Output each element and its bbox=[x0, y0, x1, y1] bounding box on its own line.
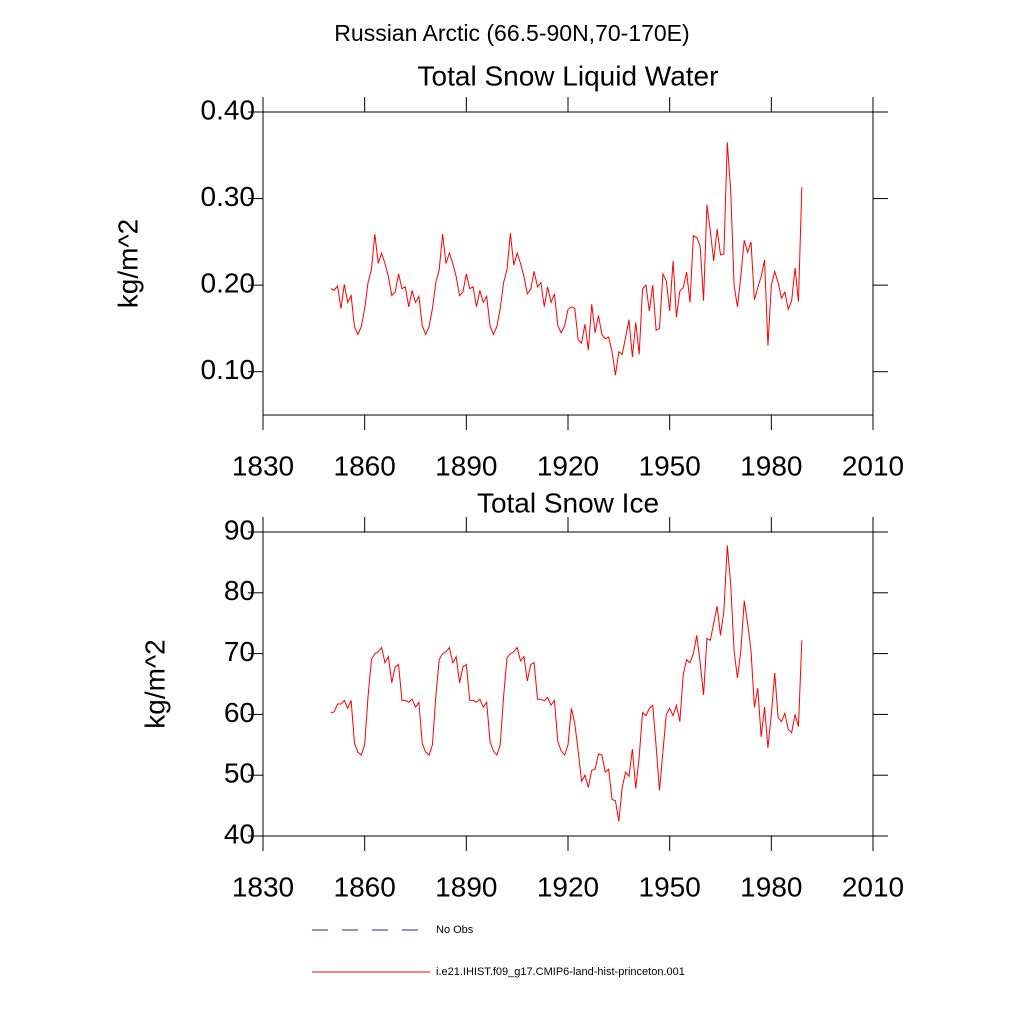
x-tick-label: 1980 bbox=[740, 450, 802, 481]
figure-title: Russian Arctic (66.5-90N,70-170E) bbox=[334, 20, 689, 46]
x-tick-label: 2010 bbox=[842, 450, 904, 481]
x-tick-label: 1830 bbox=[232, 450, 294, 481]
x-tick-label: 1860 bbox=[334, 450, 396, 481]
chart-title: Total Snow Liquid Water bbox=[418, 60, 719, 91]
y-tick-label: 70 bbox=[224, 636, 255, 667]
x-tick-label: 2010 bbox=[842, 871, 904, 902]
y-tick-label: 80 bbox=[224, 575, 255, 606]
x-tick-label: 1950 bbox=[639, 450, 701, 481]
x-tick-label: 1950 bbox=[639, 871, 701, 902]
x-tick-label: 1830 bbox=[232, 871, 294, 902]
plot-frame bbox=[262, 111, 874, 416]
x-tick-label: 1890 bbox=[435, 450, 497, 481]
y-tick-label: 0.40 bbox=[201, 94, 256, 125]
y-tick-label: 40 bbox=[224, 818, 255, 849]
y-axis-label: kg/m^2 bbox=[112, 219, 143, 308]
y-tick-label: 50 bbox=[224, 758, 255, 789]
legend-label: i.e21.IHIST.f09_g17.CMIP6-land-hist-prin… bbox=[436, 966, 685, 978]
y-tick-label: 0.20 bbox=[201, 268, 256, 299]
x-tick-label: 1980 bbox=[740, 871, 802, 902]
y-tick-label: 90 bbox=[224, 514, 255, 545]
x-tick-label: 1920 bbox=[537, 450, 599, 481]
y-axis-label: kg/m^2 bbox=[139, 639, 170, 728]
x-tick-label: 1920 bbox=[537, 871, 599, 902]
x-tick-label: 1890 bbox=[435, 871, 497, 902]
y-tick-label: 60 bbox=[224, 697, 255, 728]
legend-label: No Obs bbox=[436, 924, 474, 936]
plot-frame bbox=[262, 531, 874, 837]
data-line bbox=[330, 142, 803, 376]
x-tick-label: 1860 bbox=[334, 871, 396, 902]
y-tick-label: 0.30 bbox=[201, 181, 256, 212]
y-tick-label: 0.10 bbox=[201, 354, 256, 385]
chart-title: Total Snow Ice bbox=[477, 487, 659, 518]
data-line bbox=[330, 545, 803, 822]
